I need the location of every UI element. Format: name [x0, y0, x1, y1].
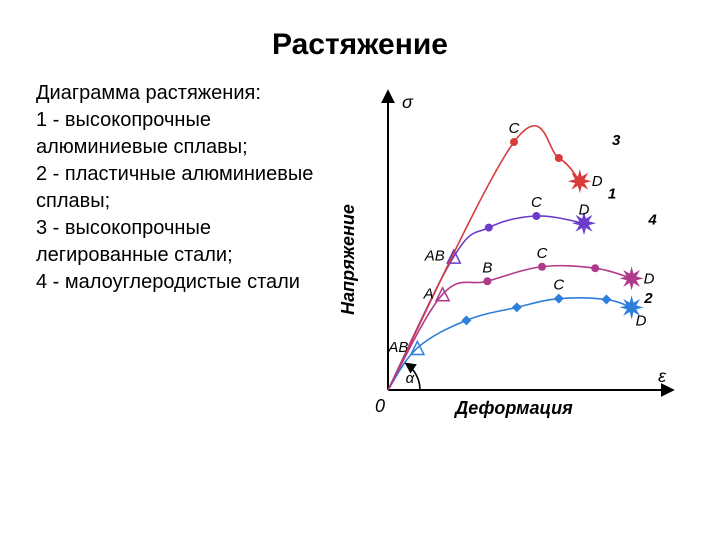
- svg-text:C: C: [509, 120, 520, 137]
- svg-text:C: C: [553, 277, 564, 294]
- svg-text:C: C: [531, 194, 542, 211]
- svg-text:1: 1: [608, 186, 616, 203]
- svg-text:AB: AB: [424, 248, 445, 265]
- svg-text:0: 0: [375, 396, 385, 416]
- legend-item-4: 4 - малоуглеродистые стали: [36, 269, 316, 296]
- svg-text:σ: σ: [402, 92, 414, 112]
- svg-text:4: 4: [647, 212, 657, 229]
- svg-text:α: α: [406, 370, 415, 387]
- svg-text:D: D: [644, 270, 655, 287]
- svg-text:C: C: [537, 245, 548, 262]
- svg-text:D: D: [636, 312, 647, 329]
- legend-item-2: 2 - пластичные алюминиевые сплавы;: [36, 161, 316, 215]
- svg-text:D: D: [592, 173, 603, 190]
- svg-text:2: 2: [643, 290, 653, 307]
- svg-text:ε: ε: [658, 366, 667, 386]
- chart-svg: 0σεДеформацияНапряжениеABCD1ABCD2CD3ABCD…: [324, 80, 684, 440]
- svg-text:3: 3: [612, 132, 621, 149]
- svg-text:A: A: [423, 285, 434, 302]
- svg-text:Напряжение: Напряжение: [338, 204, 358, 315]
- svg-text:D: D: [579, 201, 590, 218]
- legend-item-1: 1 - высокопрочные алюминиевые сплавы;: [36, 107, 316, 161]
- legend-heading: Диаграмма растяжения:: [36, 80, 316, 107]
- svg-text:B: B: [482, 259, 492, 276]
- content-row: Диаграмма растяжения: 1 - высокопрочные …: [36, 80, 684, 440]
- slide-title: Растяжение: [36, 28, 684, 62]
- stress-strain-chart: 0σεДеформацияНапряжениеABCD1ABCD2CD3ABCD…: [324, 80, 684, 440]
- legend-item-3: 3 - высокопрочные легированные стали;: [36, 215, 316, 269]
- stress-strain-slide: Растяжение Диаграмма растяжения: 1 - выс…: [0, 0, 720, 540]
- legend-block: Диаграмма растяжения: 1 - высокопрочные …: [36, 80, 316, 440]
- svg-text:Деформация: Деформация: [453, 398, 573, 418]
